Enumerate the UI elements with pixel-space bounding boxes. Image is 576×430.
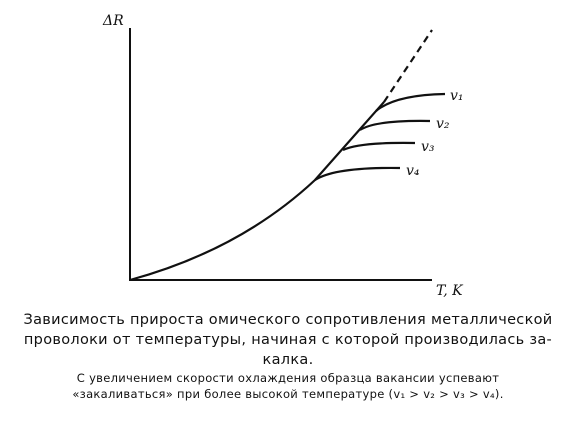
curve-label: v₄: [406, 163, 420, 179]
curve-v2: [359, 119, 431, 131]
note: С увеличением скорости охлаждения образц…: [0, 370, 576, 402]
curve-label: v₂: [436, 116, 450, 132]
y-axis-label: ΔR: [102, 13, 124, 29]
note-line: «закаливаться» при более высокой темпера…: [72, 387, 504, 401]
diagram: ΔR T, K v₁ v₂ v₃ v₄: [102, 13, 464, 299]
curve-label: v₁: [450, 88, 464, 104]
curves: [129, 29, 446, 282]
caption-line: Зависимость прироста омического сопротив…: [23, 312, 553, 328]
caption-line: калка.: [262, 352, 314, 368]
curve-label: v₃: [421, 139, 435, 155]
curve-v1: [375, 92, 446, 112]
caption: Зависимость прироста омического сопротив…: [0, 310, 576, 370]
extrapolation: [383, 29, 433, 103]
note-line: С увеличением скорости охлаждения образц…: [76, 371, 500, 385]
main-curve: [129, 101, 385, 282]
x-axis-label: T, K: [436, 283, 464, 299]
curve-v3: [342, 141, 416, 152]
curve-v4: [314, 166, 401, 181]
caption-line: проволоки от температуры, начиная с кото…: [23, 332, 553, 348]
axes: [129, 28, 432, 281]
